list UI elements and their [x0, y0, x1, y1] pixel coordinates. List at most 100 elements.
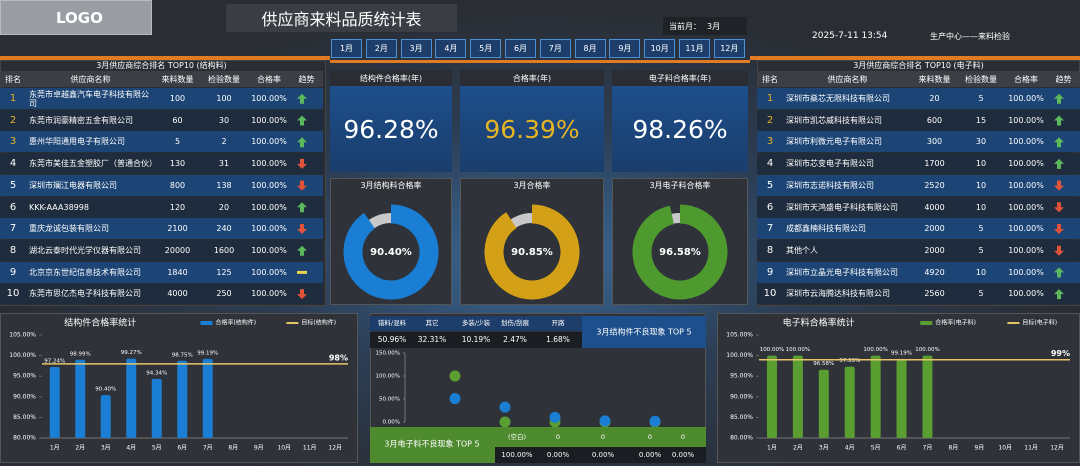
- table-row: [757, 261, 1080, 283]
- month-button[interactable]: 6月: [505, 39, 536, 58]
- donut-segment: [484, 204, 580, 300]
- supplier-name: 深圳市立晶光电子科技有限公司: [786, 267, 898, 277]
- supplier-name: 惠州华阳通用电子有限公司: [29, 137, 125, 147]
- supplier-name: 北京京东世纪信息技术有限公司: [29, 267, 141, 277]
- table-cell: 100: [216, 94, 232, 103]
- table-cell: 100.00%: [251, 94, 287, 103]
- data-label: 100.00%: [915, 347, 939, 353]
- x-tick-label: 7月: [923, 445, 933, 452]
- table-cell: 31: [218, 159, 230, 169]
- bar: [818, 369, 829, 438]
- supplier-name: 深圳市志诺科技有限公司: [786, 180, 874, 190]
- month-button[interactable]: 8月: [574, 39, 606, 58]
- x-tick-label: 6月: [177, 445, 187, 452]
- table-cell: 20: [929, 94, 940, 103]
- y-tick-label: 100.00%: [726, 352, 753, 359]
- month-button[interactable]: 11月: [679, 39, 710, 58]
- chart-title: 结构件合格率统计: [64, 317, 136, 329]
- legend-label: 合格率(结构件): [215, 319, 256, 327]
- value-label: 32.31%: [418, 335, 447, 344]
- kpi-label: 电子料合格率(年): [612, 70, 748, 86]
- bar: [844, 366, 855, 438]
- bar: [896, 358, 907, 438]
- supplier-name: 东莞市卓越鑫汽车电子科技有限公司: [29, 89, 149, 108]
- supplier-name: 深圳市云海腾达科技有限公司: [786, 289, 890, 299]
- data-point: [449, 370, 461, 382]
- table-title: 3月供应商综合排名 TOP10 (电子料): [853, 61, 984, 70]
- y-tick-label: 95.00%: [13, 373, 36, 380]
- table-cell: 10: [975, 180, 987, 190]
- x-tick-label: 5月: [152, 445, 162, 452]
- y-tick-label: 90.00%: [13, 393, 36, 400]
- table-row: [757, 239, 1080, 261]
- kpi-label: 合格率(年): [460, 70, 604, 86]
- table-cell: 2000: [924, 245, 945, 255]
- table-cell: 130: [169, 159, 186, 169]
- y-tick-label: 150.00%: [376, 351, 400, 357]
- table-cell: 100.00%: [1008, 180, 1044, 190]
- supplier-name: 东莞市思亿杰电子科技有限公司: [29, 289, 141, 299]
- table-cell: 4: [766, 158, 774, 170]
- table-cell: 1600: [213, 245, 235, 255]
- x-tick-label: 6月: [897, 445, 907, 452]
- supplier-name: 成都鑫楠科技有限公司: [786, 224, 866, 234]
- month-button[interactable]: 1月: [331, 39, 362, 58]
- table-cell: 20: [218, 202, 230, 212]
- data-point: [599, 415, 611, 427]
- value-label: 100.00%: [501, 451, 532, 459]
- column-header: 合格率: [248, 71, 290, 87]
- legend-label: 目标(结构件): [301, 319, 336, 327]
- data-label: 94.34%: [146, 370, 167, 376]
- value-label: 2.47%: [503, 335, 527, 344]
- table-cell: 5: [978, 289, 984, 299]
- table-cell: 100.00%: [1008, 159, 1044, 169]
- x-tick-label: 11月: [1024, 445, 1038, 452]
- supplier-name: 其他个人: [786, 245, 818, 255]
- category-label: 0: [681, 433, 685, 441]
- y-tick-label: 80.00%: [13, 435, 36, 442]
- donut-label: 90.85%: [511, 247, 553, 258]
- page-title: 供应商来料品质统计表: [226, 4, 457, 32]
- x-tick-label: 2月: [75, 445, 85, 452]
- table-cell: 100.00%: [1008, 224, 1044, 234]
- y-tick-label: 100.00%: [9, 352, 36, 359]
- month-button[interactable]: 2月: [365, 39, 397, 58]
- month-button[interactable]: 5月: [470, 39, 502, 58]
- column-header: 来料数量: [912, 71, 957, 87]
- table-cell: 100.00%: [1008, 289, 1044, 299]
- logo: LOGO: [0, 0, 152, 35]
- month-button[interactable]: 4月: [435, 39, 467, 58]
- category-label: (空白): [508, 432, 526, 441]
- month-button[interactable]: 10月: [644, 39, 676, 58]
- bar: [922, 355, 933, 438]
- x-tick-label: 3月: [101, 445, 111, 452]
- current-month-box: 当前月： 3月: [663, 17, 747, 35]
- table-cell: 30: [975, 137, 987, 147]
- table-row: [0, 174, 323, 196]
- month-button[interactable]: 7月: [539, 39, 571, 58]
- data-label: 100.00%: [786, 347, 810, 353]
- value-label: 50.96%: [378, 335, 407, 344]
- data-label: 97.33%: [839, 358, 860, 364]
- table-cell: 4: [9, 158, 17, 170]
- category-label: 开路: [552, 318, 566, 327]
- table-cell: 100.00%: [1008, 245, 1044, 255]
- table-row: [0, 239, 323, 261]
- table-cell: 8: [766, 244, 774, 256]
- table-cell: 1700: [924, 159, 945, 169]
- donut-label: 96.58%: [659, 247, 701, 258]
- table-cell: 10: [975, 159, 987, 169]
- table-cell: 5: [978, 224, 984, 234]
- month-button[interactable]: 9月: [609, 39, 641, 58]
- month-button[interactable]: 3月: [400, 39, 432, 58]
- x-tick-label: 1月: [50, 445, 60, 452]
- data-label: 100.00%: [760, 347, 784, 353]
- x-tick-label: 7月: [203, 445, 213, 452]
- month-button[interactable]: 12月: [713, 39, 745, 58]
- chart-title: 3月结构件不良现象 TOP 5: [596, 327, 691, 337]
- table-cell: 100.00%: [251, 245, 287, 255]
- chart: 90.85%: [484, 204, 580, 300]
- subtitle-box: [370, 427, 495, 463]
- category-label: 划伤/刮痕: [501, 318, 530, 327]
- table-row: [757, 88, 1080, 109]
